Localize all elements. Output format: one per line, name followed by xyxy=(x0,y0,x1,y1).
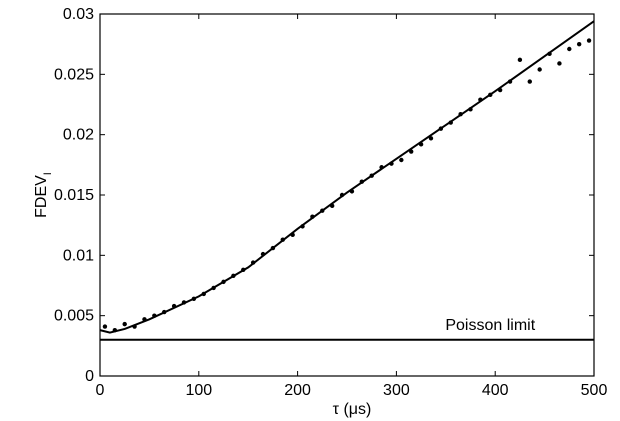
data-point xyxy=(497,87,503,93)
data-point xyxy=(142,317,147,322)
data-point xyxy=(152,313,157,318)
x-tick-label: 100 xyxy=(185,382,212,399)
data-point xyxy=(567,46,572,52)
data-point xyxy=(399,157,404,163)
data-point xyxy=(359,179,365,184)
data-point xyxy=(517,57,523,63)
data-point xyxy=(162,309,167,315)
x-tick-label: 0 xyxy=(96,382,105,399)
data-point xyxy=(270,245,276,251)
y-tick-label: 0.005 xyxy=(54,308,94,325)
y-axis-label: FDEVI xyxy=(33,172,54,218)
y-tick-label: 0.01 xyxy=(63,247,94,264)
data-point xyxy=(438,126,444,131)
data-point xyxy=(586,38,592,43)
data-point xyxy=(369,173,374,178)
data-point xyxy=(428,136,434,141)
data-point xyxy=(339,192,345,198)
poisson-limit-label: Poisson limit xyxy=(445,317,535,334)
data-point xyxy=(409,149,414,154)
data-point xyxy=(211,285,216,291)
y-tick-label: 0.03 xyxy=(63,6,94,23)
data-point xyxy=(448,120,453,125)
data-point xyxy=(389,161,394,166)
y-tick-label: 0.015 xyxy=(54,187,94,204)
data-point xyxy=(102,324,108,329)
data-point xyxy=(231,273,236,279)
y-axis-label-main: FDEV xyxy=(33,175,50,218)
y-tick-label: 0 xyxy=(85,368,94,385)
data-point xyxy=(547,51,552,57)
data-point xyxy=(537,67,542,72)
data-point xyxy=(112,327,118,333)
y-axis-label-subscript: I xyxy=(42,172,54,175)
y-tick-label: 0.02 xyxy=(63,127,94,144)
data-point xyxy=(527,79,532,84)
data-point xyxy=(290,232,295,238)
data-point xyxy=(201,291,206,297)
data-point xyxy=(191,296,197,301)
data-point xyxy=(329,203,335,209)
x-tick-label: 500 xyxy=(581,382,608,399)
data-point xyxy=(488,92,493,98)
x-tick-label: 400 xyxy=(482,382,509,399)
data-point xyxy=(171,303,177,309)
data-point xyxy=(379,165,384,170)
data-point xyxy=(557,61,562,66)
x-tick-label: 300 xyxy=(383,382,410,399)
data-point xyxy=(250,260,256,265)
x-tick-label: 200 xyxy=(284,382,311,399)
data-point xyxy=(458,111,463,117)
data-point xyxy=(280,237,285,242)
data-point xyxy=(576,41,582,47)
data-point xyxy=(310,214,315,219)
fit-line xyxy=(99,20,595,334)
data-point xyxy=(181,300,187,305)
data-point xyxy=(320,208,325,213)
data-point xyxy=(221,279,226,285)
y-tick-label: 0.025 xyxy=(54,66,94,83)
data-point xyxy=(132,324,137,329)
data-point xyxy=(349,189,355,194)
data-point xyxy=(241,267,246,273)
data-point xyxy=(300,224,305,229)
data-point xyxy=(468,107,473,112)
data-point xyxy=(418,142,424,147)
data-point xyxy=(122,321,127,327)
data-point xyxy=(507,79,513,84)
data-point xyxy=(260,251,266,257)
data-point xyxy=(478,97,483,102)
x-axis-label: τ (μs) xyxy=(333,401,372,418)
y-axis-label-group: FDEVI xyxy=(33,172,54,218)
